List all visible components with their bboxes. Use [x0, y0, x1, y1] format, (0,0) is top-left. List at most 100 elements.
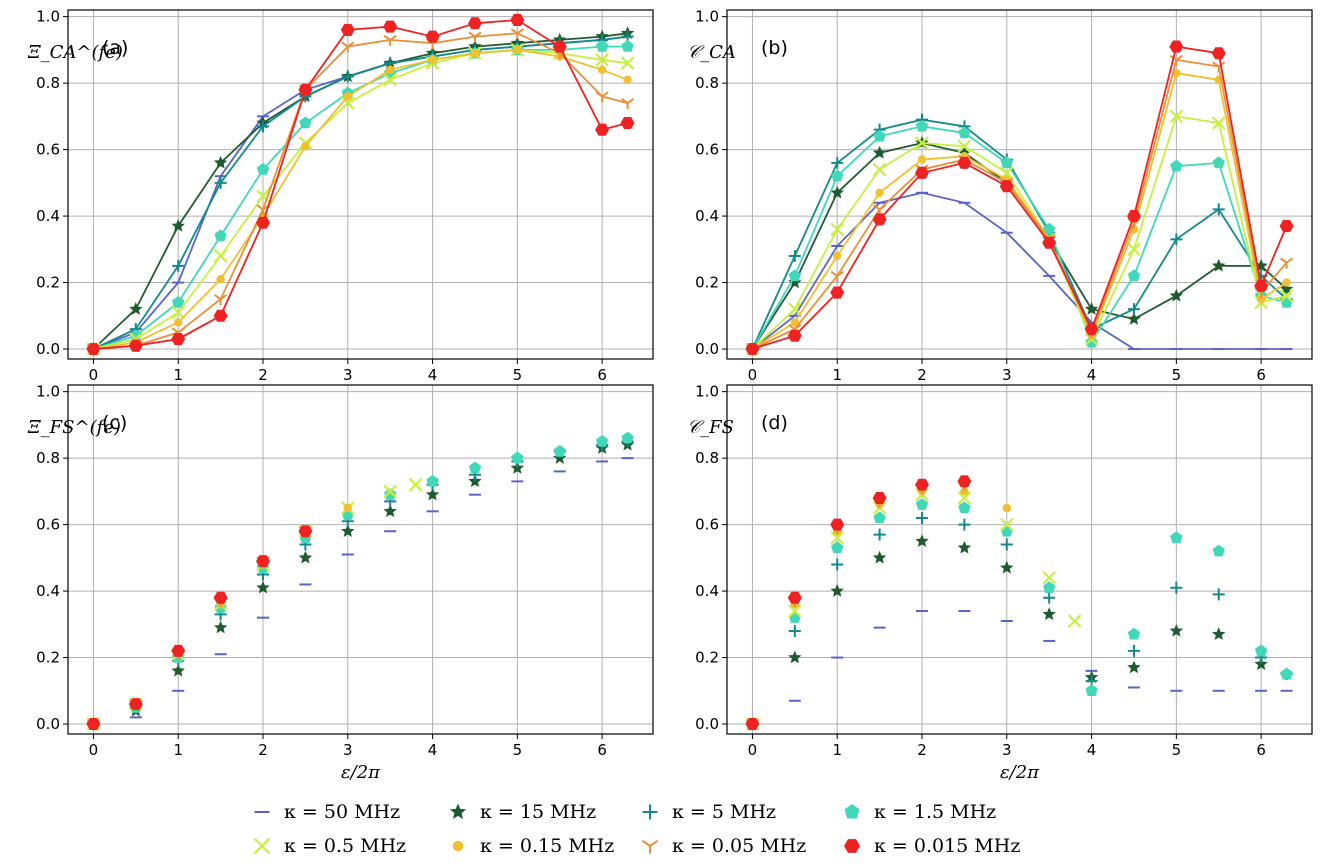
- x-tick-label: 5: [513, 741, 523, 759]
- data-point: [1279, 289, 1294, 303]
- data-point: [213, 309, 228, 322]
- legend: κ = 50 MHz κ = 15 MHz κ = 5 MHz κ = 1.5 MHz…: [253, 801, 1020, 857]
- data-point: [510, 461, 525, 474]
- data-point: [340, 23, 355, 36]
- series-line: [93, 32, 628, 350]
- x-tick-label: 2: [258, 366, 268, 384]
- data-point: [128, 339, 143, 352]
- data-point: [213, 155, 228, 169]
- x-tick-label: 0: [748, 741, 758, 759]
- data-point: [128, 698, 143, 711]
- data-point: [1211, 116, 1226, 130]
- series-line: [752, 45, 1288, 350]
- panel-label: (a): [102, 37, 128, 59]
- x-tick-label: 6: [1256, 366, 1266, 384]
- data-point: [1127, 660, 1141, 674]
- x-tick-label: 4: [1087, 366, 1097, 384]
- data-point: [830, 531, 844, 545]
- data-point: [1042, 607, 1056, 621]
- data-point: [1000, 560, 1014, 574]
- legend-marker: [452, 840, 464, 852]
- legend-item: κ = 0.5 MHz: [253, 835, 406, 857]
- data-point: [383, 20, 398, 33]
- data-point: [171, 332, 186, 346]
- data-point: [383, 73, 397, 87]
- series-group: [745, 475, 1294, 731]
- data-point: [343, 503, 352, 513]
- legend-label: κ = 15 MHz: [480, 801, 596, 823]
- legend-label: κ = 0.15 MHz: [480, 835, 614, 857]
- data-point: [341, 41, 355, 53]
- legend-label: κ = 0.015 MHz: [874, 835, 1020, 857]
- data-point: [595, 53, 609, 67]
- x-tick-label: 3: [343, 741, 353, 759]
- data-point: [915, 166, 929, 179]
- axes-frame: [67, 9, 654, 360]
- data-point: [620, 98, 635, 110]
- legend-marker: [253, 837, 271, 855]
- y-tick-label: 0.8: [695, 449, 719, 467]
- data-point: [788, 269, 801, 282]
- data-point: [174, 318, 183, 327]
- data-point: [1002, 503, 1011, 513]
- data-point: [1127, 627, 1141, 640]
- x-tick-label: 2: [917, 366, 927, 384]
- series-line: [751, 115, 1287, 350]
- data-point: [383, 34, 397, 46]
- data-point: [958, 126, 971, 139]
- y-tick-label: 0.8: [695, 74, 719, 92]
- data-point: [1084, 302, 1099, 315]
- legend-marker: [449, 803, 467, 819]
- data-point: [1127, 242, 1141, 257]
- data-point: [384, 488, 397, 500]
- legend-marker: [844, 839, 860, 853]
- data-point: [129, 302, 143, 315]
- data-point: [831, 541, 844, 554]
- data-point: [1212, 544, 1225, 557]
- x-tick-label: 3: [1002, 741, 1012, 759]
- legend-item: κ = 5 MHz: [642, 801, 776, 823]
- data-point: [1212, 156, 1225, 169]
- data-point: [341, 70, 354, 83]
- data-point: [1211, 47, 1226, 60]
- data-point: [872, 162, 887, 177]
- data-point: [1084, 323, 1099, 336]
- legend-marker: [641, 839, 659, 854]
- panel-label: (c): [102, 412, 127, 434]
- y-tick-label: 0.2: [36, 649, 60, 667]
- data-point: [872, 491, 887, 505]
- data-point: [872, 145, 887, 159]
- x-tick-label: 1: [173, 366, 183, 384]
- data-point: [1170, 233, 1183, 246]
- series-line: [93, 48, 628, 350]
- data-point: [213, 591, 228, 604]
- y-tick-label: 0.4: [695, 582, 719, 600]
- data-point: [172, 259, 185, 272]
- x-tick-label: 4: [1087, 741, 1097, 759]
- data-point: [428, 55, 437, 65]
- y-tick-label: 1.0: [695, 383, 719, 401]
- data-point: [171, 663, 185, 677]
- x-tick-label: 5: [1172, 366, 1182, 384]
- y-tick-label: 0.8: [36, 449, 60, 467]
- data-point: [787, 329, 802, 342]
- x-tick-label: 6: [597, 366, 607, 384]
- data-point: [833, 251, 842, 261]
- data-point: [917, 155, 927, 164]
- data-point: [383, 504, 397, 518]
- x-tick-label: 5: [513, 366, 523, 384]
- legend-item: κ = 0.05 MHz: [641, 835, 806, 857]
- y-tick-label: 1.0: [36, 8, 60, 26]
- data-point: [1127, 644, 1140, 657]
- x-tick-label: 2: [917, 741, 927, 759]
- data-point: [1212, 588, 1225, 601]
- data-point: [830, 222, 844, 237]
- data-point: [256, 555, 270, 568]
- legend-item: κ = 0.15 MHz: [452, 835, 614, 857]
- y-tick-label: 0.6: [695, 516, 719, 534]
- data-point: [875, 188, 884, 198]
- data-point: [595, 91, 609, 103]
- data-point: [86, 718, 101, 731]
- legend-item: κ = 0.015 MHz: [844, 835, 1020, 857]
- y-tick-label: 0.0: [36, 340, 60, 358]
